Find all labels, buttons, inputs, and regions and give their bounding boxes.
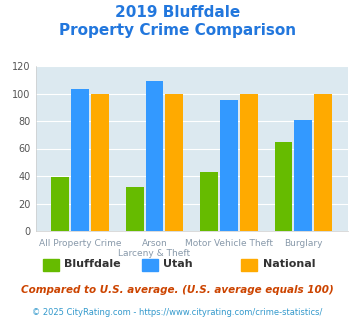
Bar — [294, 120, 312, 231]
Text: Larceny & Theft: Larceny & Theft — [119, 249, 191, 258]
Bar — [240, 93, 257, 231]
Bar — [71, 89, 89, 231]
Text: 2019 Bluffdale: 2019 Bluffdale — [115, 5, 240, 20]
Text: Utah: Utah — [163, 259, 193, 269]
Text: Compared to U.S. average. (U.S. average equals 100): Compared to U.S. average. (U.S. average … — [21, 285, 334, 295]
Text: All Property Crime: All Property Crime — [39, 239, 121, 248]
Bar — [126, 187, 144, 231]
Text: Property Crime Comparison: Property Crime Comparison — [59, 23, 296, 38]
Text: © 2025 CityRating.com - https://www.cityrating.com/crime-statistics/: © 2025 CityRating.com - https://www.city… — [32, 308, 323, 316]
Bar — [314, 93, 332, 231]
Bar — [51, 178, 69, 231]
Text: Motor Vehicle Theft: Motor Vehicle Theft — [185, 239, 273, 248]
Bar — [91, 93, 109, 231]
Bar — [200, 172, 218, 231]
Bar — [220, 100, 238, 231]
Text: Burglary: Burglary — [284, 239, 323, 248]
Text: Arson: Arson — [142, 239, 168, 248]
Bar — [146, 81, 163, 231]
Bar — [165, 93, 183, 231]
Text: Bluffdale: Bluffdale — [64, 259, 121, 269]
Text: National: National — [263, 259, 315, 269]
Bar — [275, 142, 293, 231]
